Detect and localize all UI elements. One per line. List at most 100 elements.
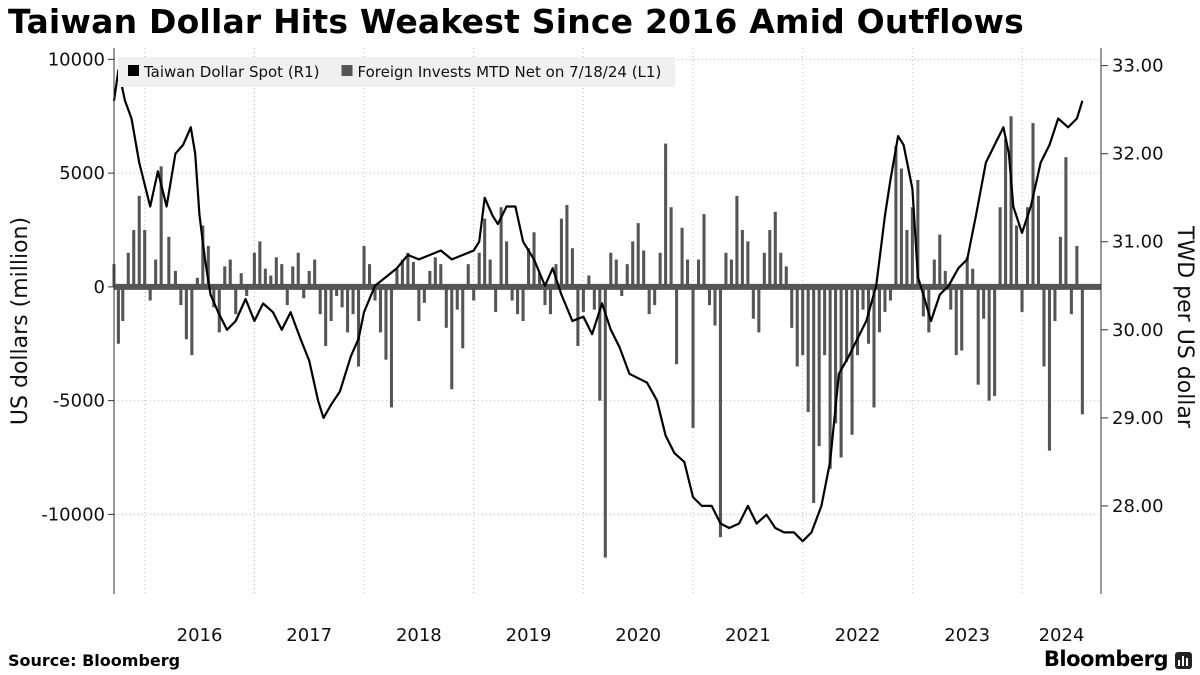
bar [614, 259, 618, 287]
bar [367, 264, 372, 287]
bar [598, 286, 602, 401]
bar [223, 266, 227, 287]
bar [899, 168, 903, 287]
bar [378, 286, 383, 333]
bar [592, 286, 596, 310]
bar [768, 230, 772, 287]
bar [642, 250, 646, 287]
bar [1080, 286, 1084, 415]
bar [735, 195, 739, 287]
bar [806, 286, 810, 412]
bar [417, 286, 421, 321]
bar [976, 286, 980, 385]
bar [159, 166, 163, 287]
bar [702, 214, 706, 287]
bar [877, 286, 882, 333]
bar [790, 286, 794, 328]
bar [1069, 286, 1073, 315]
bar [1075, 245, 1079, 287]
bar [751, 286, 755, 319]
bar [329, 286, 333, 321]
bar [653, 286, 657, 306]
bar [746, 241, 750, 287]
bar [439, 264, 443, 287]
x-tick-label: 2018 [396, 625, 442, 646]
bar [258, 241, 262, 287]
bar [217, 286, 221, 333]
bar [346, 286, 350, 333]
bar [296, 252, 300, 287]
left-tick-label: 10000 [48, 49, 105, 70]
left-tick-label: -5000 [53, 391, 105, 412]
bar [647, 286, 651, 315]
bar [313, 259, 317, 287]
bar [779, 252, 783, 287]
bar [707, 286, 712, 306]
bar [466, 264, 470, 287]
bar [845, 286, 849, 362]
bar [965, 257, 969, 287]
bar [389, 286, 393, 408]
bar [483, 218, 487, 287]
bar [960, 286, 964, 351]
bar [861, 286, 865, 310]
bar [839, 286, 843, 458]
bar [143, 230, 147, 287]
bar [1004, 139, 1008, 287]
bar [636, 223, 640, 287]
bar [269, 275, 273, 287]
bar [905, 230, 909, 287]
bar [691, 286, 695, 428]
bar [1058, 236, 1062, 287]
bloomberg-bars-icon [1175, 652, 1192, 669]
legend-box [118, 57, 676, 87]
bar [686, 259, 690, 287]
bar [239, 273, 243, 287]
bar [494, 286, 498, 312]
bar [1025, 207, 1030, 287]
bar [993, 286, 997, 397]
bar [499, 207, 503, 287]
bar [675, 286, 679, 365]
bar [680, 227, 684, 287]
right-tick-label: 30.00 [1112, 320, 1164, 341]
x-tick-label: 2019 [506, 625, 552, 646]
bar [603, 286, 607, 558]
bar [450, 286, 454, 390]
bar [713, 286, 717, 326]
bar [444, 286, 448, 328]
bar [395, 268, 399, 287]
right-axis-title: TWD per US dollar [1172, 225, 1197, 429]
bar [173, 270, 177, 287]
right-tick-label: 33.00 [1112, 56, 1164, 77]
bar [263, 268, 267, 287]
bar [335, 286, 339, 296]
bar [126, 252, 130, 287]
legend: Taiwan Dollar Spot (R1) Foreign Invests M… [118, 57, 676, 87]
bar [537, 273, 542, 287]
bar [477, 252, 481, 287]
left-tick-label: 0 [94, 277, 105, 298]
bar [817, 286, 821, 447]
bar [916, 179, 920, 287]
bar [828, 286, 832, 469]
bar [121, 286, 125, 321]
legend-swatch [128, 65, 139, 76]
bar [812, 286, 816, 503]
bar [488, 259, 492, 287]
bar [740, 230, 744, 287]
bar [631, 241, 635, 287]
bar [132, 230, 136, 287]
bar [527, 248, 531, 287]
bar [184, 286, 188, 340]
x-tick-label: 2016 [177, 625, 223, 646]
x-tick-label: 2022 [835, 625, 881, 646]
bar [576, 286, 580, 347]
bar [179, 286, 183, 306]
bar [433, 257, 437, 287]
bar [280, 264, 284, 287]
bar [1015, 225, 1019, 287]
bar [795, 286, 799, 367]
